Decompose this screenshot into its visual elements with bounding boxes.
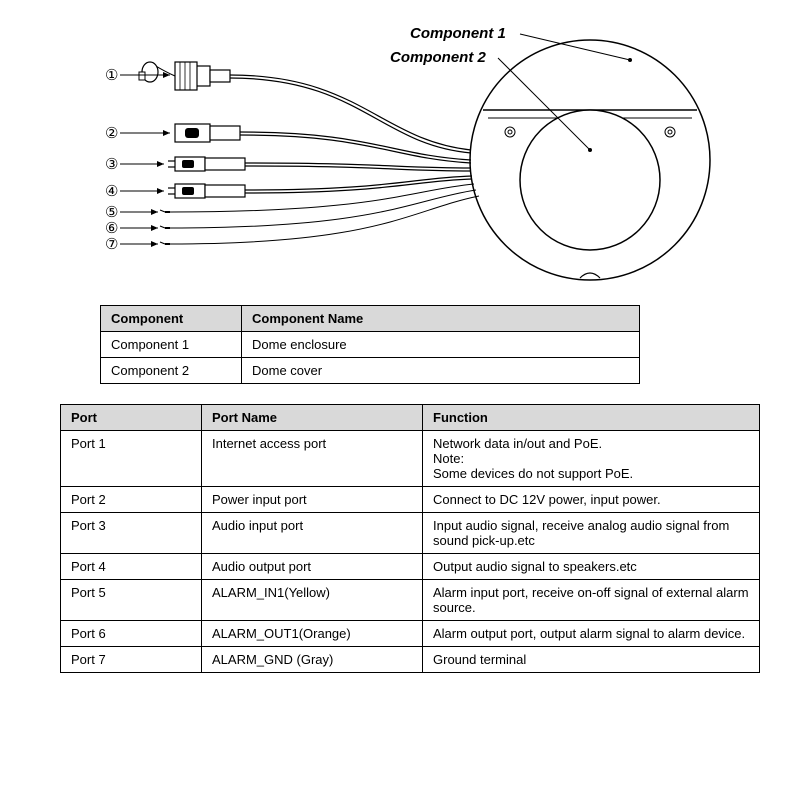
port-table: Port Port Name Function Port 1Internet a…: [60, 404, 760, 673]
diagram-svg: Component 1 Component 2: [20, 20, 780, 290]
table-row: Port 2 Power input portConnect to DC 12V…: [61, 487, 760, 513]
connector-3: [168, 157, 245, 171]
table-row: Component 2 Dome cover: [101, 358, 640, 384]
connector-2: [175, 124, 240, 142]
table-row: Port 5ALARM_IN1(Yellow)Alarm input port,…: [61, 580, 760, 621]
table-row: Port 3Audio input portInput audio signal…: [61, 513, 760, 554]
dome-cover: [520, 110, 660, 250]
cable-1: [230, 75, 471, 150]
port-table-header-2: Function: [423, 405, 760, 431]
table-row: Port 1Internet access portNetwork data i…: [61, 431, 760, 487]
connector-4: [168, 184, 245, 198]
cable-7: [170, 196, 479, 244]
port-number-4: ④: [105, 183, 118, 200]
component-table-header-0: Component: [101, 306, 242, 332]
table-row: Port 4Audio output portOutput audio sign…: [61, 554, 760, 580]
port-table-header-1: Port Name: [202, 405, 423, 431]
cable-4: [245, 176, 472, 190]
port-table-header-0: Port: [61, 405, 202, 431]
port-number-1: ①: [105, 67, 118, 84]
port-number-2: ②: [105, 125, 118, 142]
component-table: Component Component Name Component 1 Dom…: [100, 305, 640, 384]
wiring-diagram: Component 1 Component 2: [20, 20, 780, 290]
connector-1: [139, 62, 230, 90]
component2-label: Component 2: [390, 49, 486, 66]
table-row: Port 7ALARM_GND (Gray)Ground terminal: [61, 647, 760, 673]
table-row: Component 1 Dome enclosure: [101, 332, 640, 358]
port-number-6: ⑥: [105, 220, 118, 237]
table-row: Port 6ALARM_OUT1(Orange)Alarm output por…: [61, 621, 760, 647]
component-table-header-1: Component Name: [242, 306, 640, 332]
port-number-3: ③: [105, 156, 118, 173]
port-number-7: ⑦: [105, 236, 118, 253]
component1-label: Component 1: [410, 25, 506, 42]
port-number-5: ⑤: [105, 204, 118, 221]
